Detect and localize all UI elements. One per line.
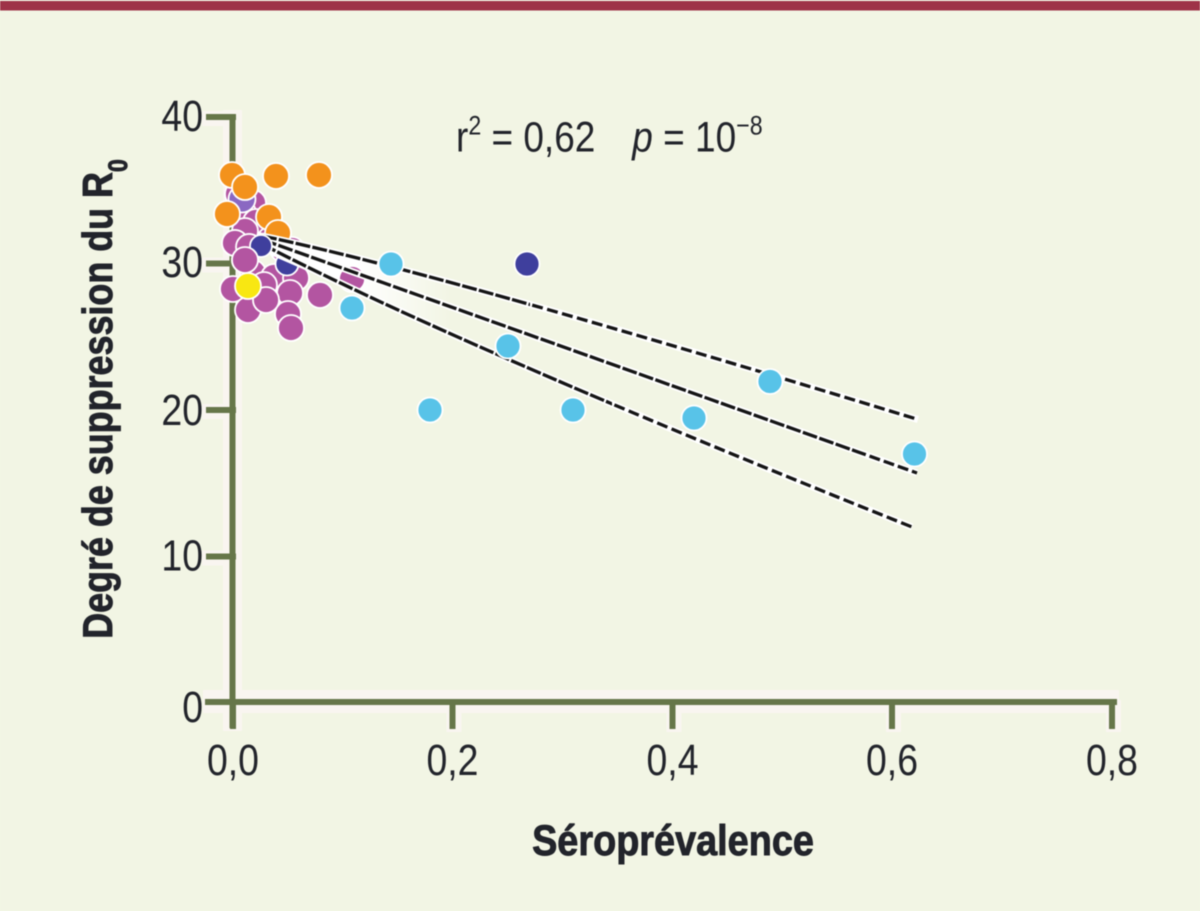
svg-text:0,0: 0,0 (207, 735, 259, 785)
svg-text:20: 20 (161, 385, 203, 435)
svg-text:0,2: 0,2 (427, 735, 479, 785)
svg-text:0: 0 (182, 682, 203, 732)
svg-text:r2 = 0,62 p = 10−8: r2 = 0,62 p = 10−8 (456, 111, 763, 161)
svg-text:Séroprévalence: Séroprévalence (532, 816, 814, 865)
svg-text:0,6: 0,6 (866, 735, 918, 785)
svg-text:30: 30 (161, 237, 203, 287)
svg-text:0,8: 0,8 (1086, 735, 1138, 785)
svg-text:40: 40 (161, 91, 203, 141)
svg-text:10: 10 (161, 531, 203, 581)
svg-text:0,4: 0,4 (647, 735, 699, 785)
